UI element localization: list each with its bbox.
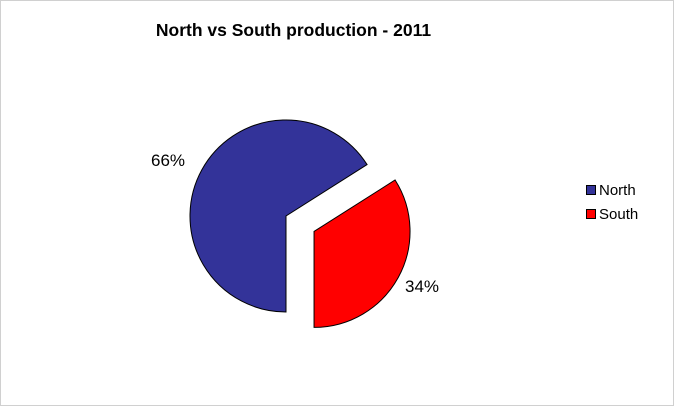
data-label-north: 66% [151, 151, 186, 170]
chart-title: North vs South production - 2011 [155, 20, 432, 40]
pie-slice-north [189, 119, 368, 313]
data-label-south: 34% [405, 277, 440, 296]
pie-slice-south [313, 179, 411, 328]
legend-label-north: North [599, 181, 636, 199]
legend: North South [586, 178, 638, 226]
legend-swatch-south [586, 209, 596, 219]
legend-item-south: South [586, 202, 638, 226]
legend-swatch-north [586, 185, 596, 195]
legend-label-south: South [599, 205, 639, 223]
legend-item-north: North [586, 178, 638, 202]
